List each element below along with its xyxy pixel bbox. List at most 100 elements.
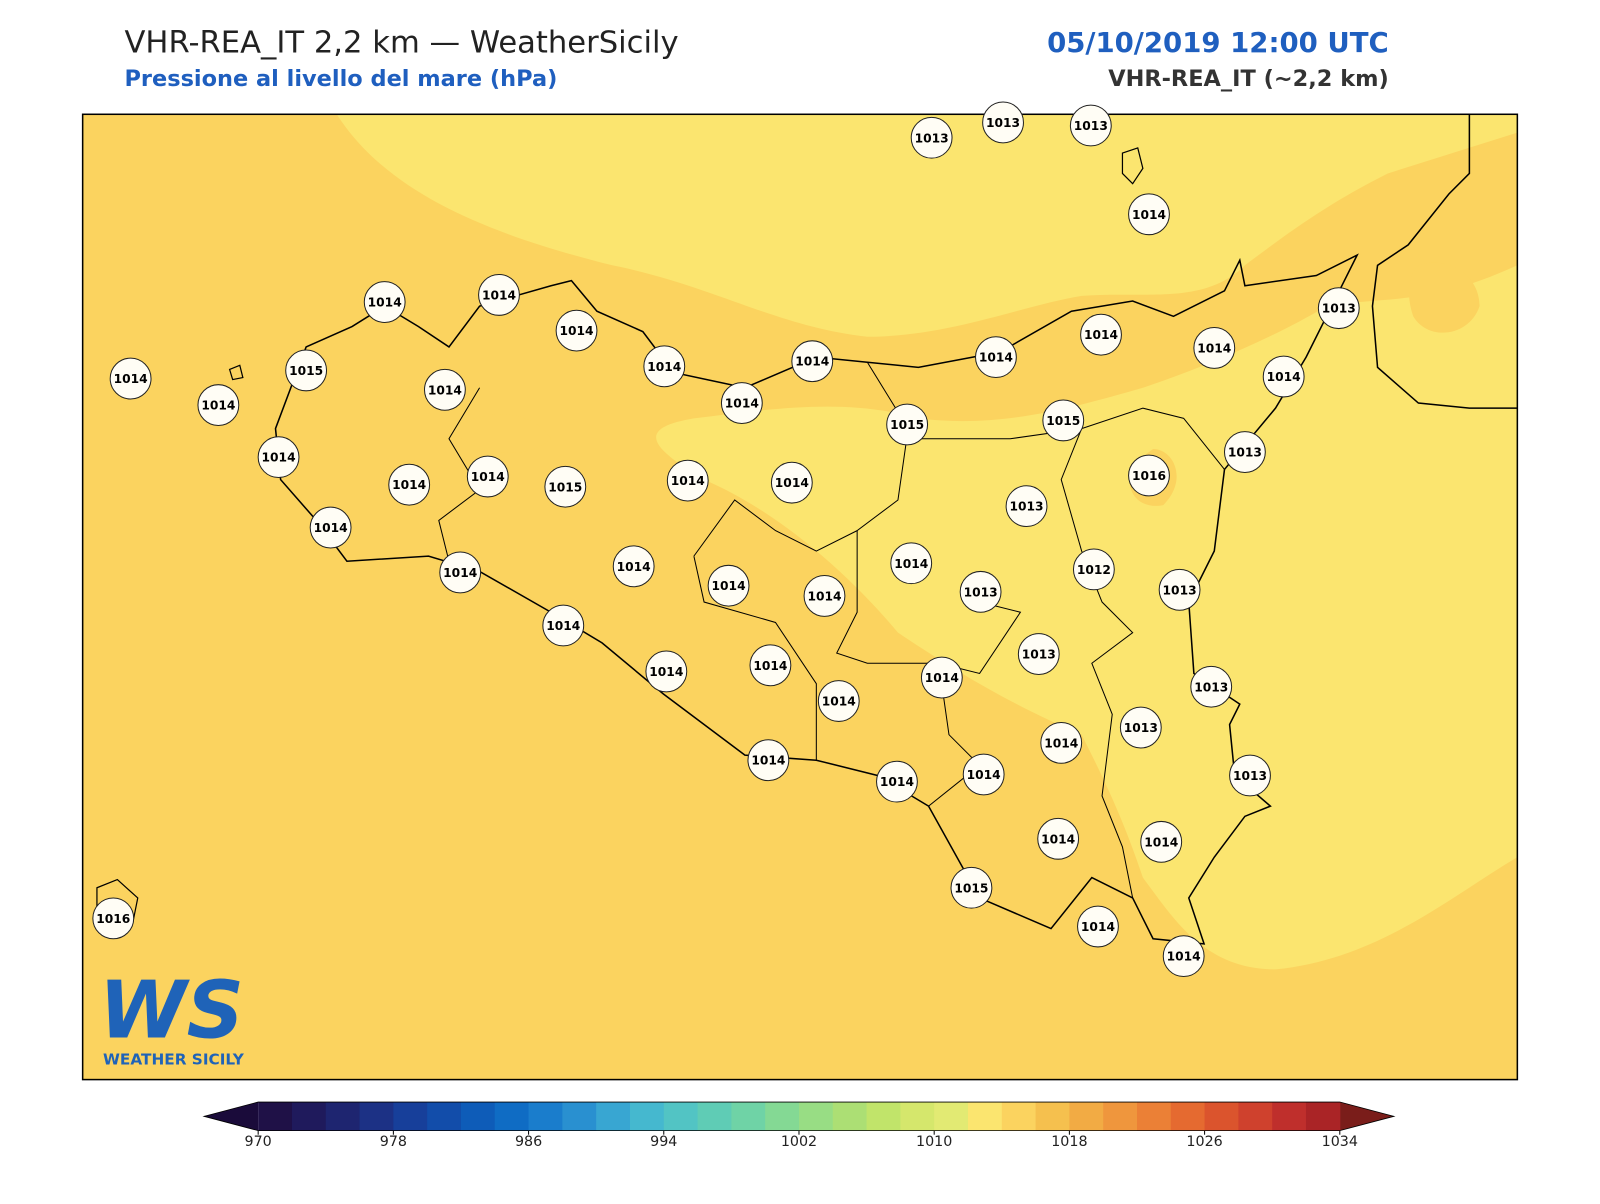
colorbar-segment [866,1102,901,1131]
station-label: 1013 [1194,680,1228,694]
colorbar-tick-label: 978 [380,1134,407,1150]
station: 1014 [388,463,431,506]
station-marker [542,604,585,647]
station-label: 1016 [96,912,130,926]
station: 1013 [1317,287,1360,330]
colorbar-segment [1272,1102,1307,1131]
station-marker [1128,454,1170,497]
station-marker [388,463,431,506]
colorbar-segment [494,1102,530,1131]
station: 1013 [1190,665,1233,708]
station-marker [749,644,792,687]
station-label: 1014 [392,478,426,492]
station-label: 1014 [671,474,705,488]
station: 1016 [1128,454,1170,497]
station-label: 1014 [559,324,593,338]
colorbar-segment [460,1102,496,1131]
station: 1014 [645,650,688,693]
station: 1014 [363,281,406,323]
station-marker [544,465,587,508]
station: 1013 [959,570,1002,613]
station-marker [1190,665,1233,708]
colorbar-segment [1136,1102,1172,1131]
station: 1014 [109,357,152,400]
title: VHR-REA_IT 2,2 km — WeatherSicily [124,25,678,60]
station-marker [959,570,1002,613]
station: 1013 [1069,104,1112,147]
field-high [656,265,1518,970]
station-label: 1015 [890,418,924,432]
station-label: 1014 [428,383,462,397]
station-marker [1162,935,1205,978]
colorbar-segment [258,1102,293,1131]
datetime: 05/10/2019 12:00 UTC [1047,27,1389,59]
station-marker [1080,313,1122,356]
colorbar-segment [832,1102,868,1131]
station-label: 1013 [1228,446,1262,460]
station: 1014 [1080,313,1122,356]
station-label: 1014 [201,399,235,413]
colorbar-segment [967,1102,1003,1131]
station-label: 1014 [1267,370,1301,384]
map-frame [81,113,1519,1081]
station-label: 1014 [775,476,809,490]
station-marker [720,382,763,424]
stations: 1013 1013 1013 1014 1014 1014 1014 1014 1014 1014… [92,101,1360,978]
subtitle: Pressione al livello del mare (hPa) [124,66,557,92]
station: 1014 [439,551,482,594]
colorbar-segment [1103,1102,1138,1131]
station-label: 1014 [795,355,829,369]
station-marker [1317,287,1360,330]
colorbar-segment [934,1102,969,1131]
station: 1014 [666,459,709,502]
colorbar-segment [1069,1102,1104,1131]
station-label: 1014 [647,360,681,374]
colorbar-segment [629,1102,665,1131]
station-marker [950,866,993,909]
station-marker [975,336,1017,379]
station: 1014 [962,753,1005,796]
station: 1014 [890,542,933,585]
station-marker [109,357,152,400]
station: 1015 [886,403,929,446]
colorbar-segment [1001,1102,1037,1131]
station-label: 1014 [649,665,683,679]
station-label: 1014 [967,768,1001,782]
station-label: 1014 [822,695,856,709]
colorbar-segment [1035,1102,1070,1131]
station: 1014 [720,382,763,424]
coastline [1371,114,1518,409]
colorbar: 970 978 986 994 1002 1010 1018 1026 1034 [202,1101,1396,1150]
station: 1014 [257,436,300,479]
station-label: 1013 [1124,721,1158,735]
station: 1014 [749,644,792,687]
station-label: 1014 [1144,835,1178,849]
station-marker [1140,820,1183,863]
station-label: 1013 [1233,769,1267,783]
station-marker [962,753,1005,796]
logo-name: WEATHER SICILY [103,1051,245,1069]
station: 1016 [92,897,135,940]
station: 1014 [817,680,860,722]
station-marker [1042,399,1085,442]
station-label: 1014 [894,557,928,571]
station-label: 1013 [1322,302,1356,316]
station-label: 1014 [1132,208,1166,222]
station-marker [423,368,466,411]
station-label: 1013 [915,131,949,145]
logo: WS WEATHER SICILY [99,963,245,1068]
colorbar-segment [393,1102,428,1131]
station-label: 1014 [314,521,348,535]
station-label: 1014 [114,372,148,386]
colorbar-segment [1170,1102,1206,1131]
colorbar-over [1339,1102,1394,1131]
station-label: 1014 [617,560,651,574]
station-label: 1013 [964,585,998,599]
station-marker [478,273,520,316]
colorbar-segment [798,1102,834,1131]
station: 1015 [544,465,587,508]
model-label: VHR-REA_IT (~2,2 km) [1108,66,1389,92]
station-label: 1013 [1022,648,1056,662]
